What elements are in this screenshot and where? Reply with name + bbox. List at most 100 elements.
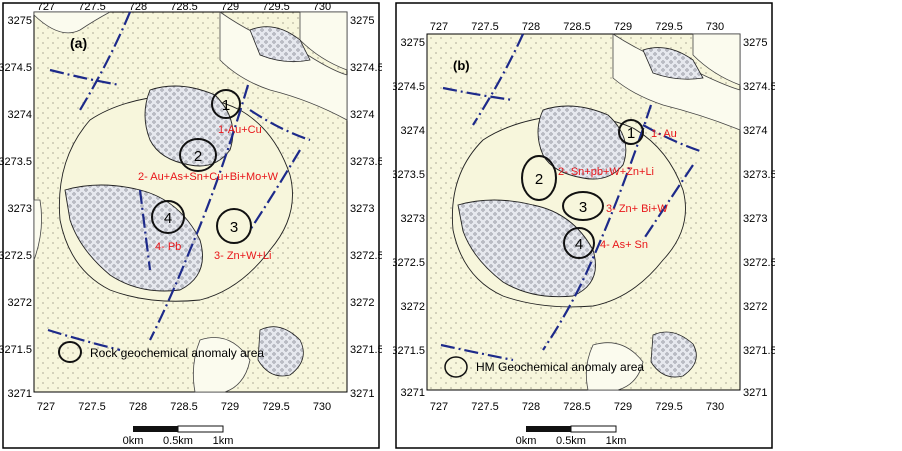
map-panel-b: 727 727.5 728 728.5 729 729.5 730 727 72…: [393, 0, 775, 451]
y-tick: 3271: [8, 388, 32, 400]
x-ticks-bottom-b: 727 727.5 728 728.5 729 729.5 730: [430, 401, 724, 413]
map-panel-a: 727 727.5 728 728.5 729 729.5 730 727 72…: [0, 0, 382, 451]
panel-label: (a): [70, 35, 87, 51]
map-a-svg: 727 727.5 728 728.5 729 729.5 730 727 72…: [0, 1, 382, 449]
anomaly-number: 2: [194, 148, 202, 165]
anomaly-number: 3: [579, 199, 587, 216]
y-tick: 3272.5: [743, 257, 775, 269]
x-tick: 729: [614, 401, 632, 413]
x-tick: 729: [221, 1, 239, 13]
x-tick: 728.5: [170, 1, 198, 13]
alluvium-west: [33, 199, 42, 261]
x-tick: 727.5: [78, 1, 106, 13]
anomaly-4: 4 4- Pb: [151, 200, 185, 253]
alluvium-south: [585, 342, 644, 391]
scale-label: 0.5km: [163, 435, 193, 447]
y-tick: 3271: [743, 387, 767, 399]
y-tick: 3272.5: [393, 257, 425, 269]
anomaly-label: 2- Au+As+Sn+Cu+Bi+Mo+W: [138, 171, 279, 183]
y-tick: 3272.5: [350, 250, 382, 262]
x-tick: 727: [430, 401, 448, 413]
anomaly-label: 3- Zn+ Bi+W: [606, 203, 668, 215]
faults-b: [440, 33, 704, 362]
y-tick: 3271: [401, 387, 425, 399]
legend-text: HM Geochemical anomaly area: [476, 360, 644, 374]
y-ticks-left-a: 3275 3274.5 3274 3273.5 3273 3272.5 3272…: [0, 15, 32, 400]
y-tick: 3273: [743, 213, 767, 225]
x-tick: 728: [129, 1, 147, 13]
y-ticks-right-b: 3275 3274.5 3274 3273.5 3273 3272.5 3272…: [743, 37, 775, 399]
scale-segment: [177, 425, 224, 433]
y-tick: 3271.5: [350, 344, 382, 356]
y-tick: 3273.5: [743, 169, 775, 181]
scale-label: 1km: [606, 435, 627, 447]
scale-bar-b: 0km 0.5km 1km: [516, 425, 627, 447]
x-tick: 729: [614, 21, 632, 33]
y-tick: 3274: [401, 125, 425, 137]
scale-label: 0km: [516, 435, 537, 447]
scale-segment: [570, 425, 617, 433]
y-tick: 3275: [8, 15, 32, 27]
y-tick: 3273.5: [0, 156, 32, 168]
intrusion-ne: [642, 47, 704, 80]
y-tick: 3273: [8, 203, 32, 215]
x-tick: 729.5: [262, 401, 290, 413]
y-tick: 3274.5: [743, 81, 775, 93]
y-tick: 3272: [401, 301, 425, 313]
anomaly-label: 4- As+ Sn: [600, 239, 648, 251]
intrusion-se: [257, 326, 304, 377]
y-tick: 3272.5: [0, 250, 32, 262]
y-tick: 3272: [8, 297, 32, 309]
faults-a: [47, 11, 311, 352]
alluvium-nw: [33, 11, 111, 34]
anomaly-label: 1- Au: [651, 128, 677, 140]
y-tick: 3271.5: [743, 345, 775, 357]
anomaly-label: 3- Zn+W+Li: [214, 250, 271, 262]
y-tick: 3271.5: [393, 345, 425, 357]
y-tick: 3272: [743, 301, 767, 313]
anomaly-label: 4- Pb: [155, 241, 181, 253]
anomaly-circle: [211, 89, 241, 119]
anomaly-number: 2: [535, 171, 543, 188]
x-tick: 727.5: [471, 21, 499, 33]
y-ticks-left-b: 3275 3274.5 3274 3273.5 3273 3272.5 3272…: [393, 37, 425, 399]
x-tick: 730: [706, 401, 724, 413]
scale-bar-a: 0km 0.5km 1km: [123, 425, 233, 447]
x-tick: 727: [37, 1, 55, 13]
scale-label: 0.5km: [556, 435, 586, 447]
panel-label: (b): [453, 58, 470, 73]
anomaly-label: 2- Sn+pb+W+Zn+Li: [558, 166, 654, 178]
x-tick: 727.5: [78, 401, 106, 413]
intrusion-se: [650, 331, 697, 378]
x-tick: 728: [129, 401, 147, 413]
anomaly-circle: [216, 208, 252, 244]
anomaly-circle: [563, 227, 595, 259]
y-tick: 3272: [350, 297, 374, 309]
y-tick: 3275: [350, 15, 374, 27]
anomaly-2: 2 2- Au+As+Sn+Cu+Bi+Mo+W: [138, 138, 279, 183]
intrusion-north: [537, 105, 627, 180]
anomaly-number: 3: [230, 219, 238, 236]
x-ticks-top-b: 727 727.5 728 728.5 729 729.5 730: [430, 21, 724, 33]
anomaly-2: 2 2- Sn+pb+W+Zn+Li: [521, 155, 654, 201]
anomaly-1: 1 1-Au+Cu: [211, 89, 262, 136]
alluvium-ne: [692, 33, 741, 86]
x-tick: 728.5: [563, 21, 591, 33]
x-tick: 728: [522, 401, 540, 413]
y-tick: 3271.5: [0, 344, 32, 356]
anomaly-3: 3 3- Zn+W+Li: [214, 208, 271, 262]
x-tick: 729.5: [655, 401, 683, 413]
scale-label: 0km: [123, 435, 144, 447]
anomaly-number: 1: [627, 125, 635, 142]
y-ticks-right-a: 3275 3274.5 3274 3273.5 3273 3272.5 3272…: [350, 15, 382, 400]
y-tick: 3274: [743, 125, 767, 137]
x-tick: 729: [221, 401, 239, 413]
legend-text: Rock geochemical anomaly area: [90, 346, 264, 360]
intrusion-south: [64, 184, 203, 292]
y-tick: 3274.5: [350, 62, 382, 74]
y-tick: 3274.5: [0, 62, 32, 74]
x-tick: 727.5: [471, 401, 499, 413]
anomaly-1: 1 1- Au: [618, 119, 677, 145]
x-tick: 730: [313, 1, 331, 13]
x-tick: 728.5: [170, 401, 198, 413]
